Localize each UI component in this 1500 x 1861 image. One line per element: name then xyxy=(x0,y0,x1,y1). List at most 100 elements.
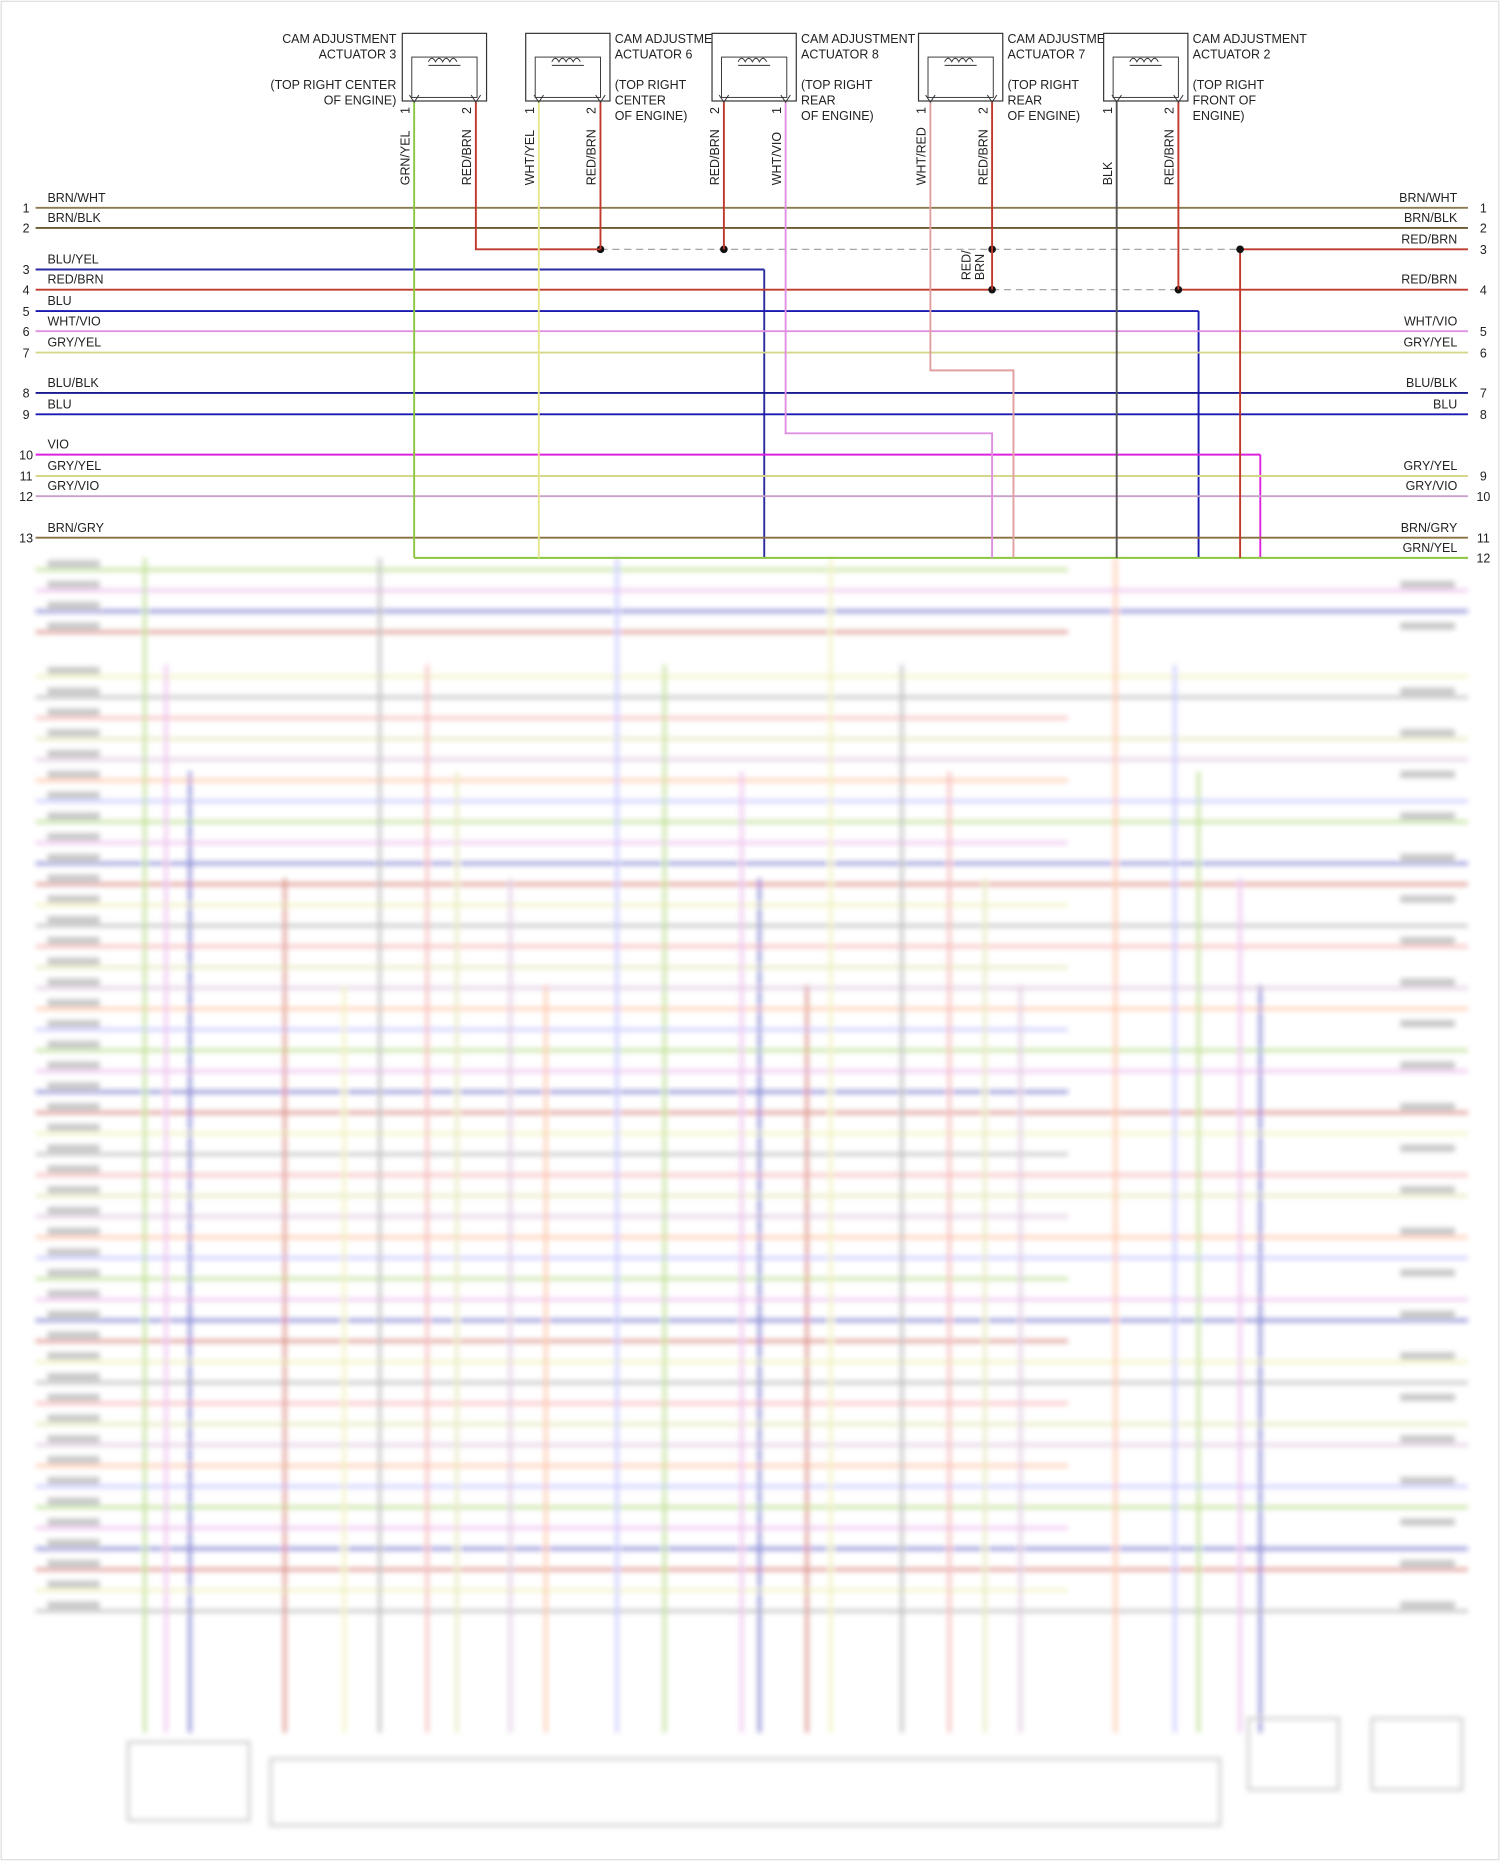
actuator-body xyxy=(534,56,601,98)
blurred-label xyxy=(47,812,100,820)
wire-label: BLU xyxy=(47,397,71,411)
actuator-box xyxy=(401,32,488,102)
wire-number: 2 xyxy=(23,222,30,236)
actuator-title: ACTUATOR 6 xyxy=(615,47,693,61)
blurred-label xyxy=(47,1248,100,1256)
actuator-body xyxy=(1112,56,1179,98)
wire-label: BLU xyxy=(1433,397,1457,411)
pin-terminal xyxy=(1111,94,1122,104)
readable-section: 1 BRN/WHT 2 BRN/BLK 3 BLU/YEL 4 RED/BRN 5 BLU 6 WHT… xyxy=(19,32,1490,566)
blurred-label xyxy=(47,1227,100,1235)
pin-terminal xyxy=(780,94,791,104)
wire-number: 11 xyxy=(20,470,33,484)
blurred-label xyxy=(1400,581,1455,589)
actuator-title: CAM ADJUSTMENT xyxy=(1008,32,1123,46)
pin-wire-label: RED/BRN xyxy=(460,129,474,185)
actuator-body xyxy=(927,56,994,98)
blurred-label xyxy=(47,1373,100,1381)
actuator-title: CAM ADJUSTMENT xyxy=(801,32,916,46)
blurred-label xyxy=(47,978,100,986)
wire-label: BLU/YEL xyxy=(47,253,98,267)
blurred-label xyxy=(47,853,100,862)
blurred-label xyxy=(1400,1061,1455,1069)
blurred-label xyxy=(47,833,100,841)
blurred-label xyxy=(47,1393,100,1402)
actuator-title: ACTUATOR 2 xyxy=(1193,47,1271,61)
blurred-label xyxy=(1400,978,1455,986)
blurred-label xyxy=(47,1165,100,1173)
actuator-location: (TOP RIGHT xyxy=(801,78,873,92)
wire-number: 7 xyxy=(1480,387,1487,401)
blurred-label xyxy=(47,622,100,630)
blurred-label xyxy=(1400,1103,1455,1111)
wire-label: VIO xyxy=(47,438,69,452)
actuator-title: ACTUATOR 7 xyxy=(1008,47,1086,61)
wire-label: GRN/YEL xyxy=(1403,541,1458,555)
wire-label: BRN/GRY xyxy=(47,521,104,535)
blurred-label xyxy=(1400,1560,1455,1568)
blurred-label xyxy=(47,1269,100,1277)
blurred-connector xyxy=(1247,1717,1340,1791)
blurred-label xyxy=(47,916,100,924)
pin-wire-label: RED/BRN xyxy=(708,129,722,185)
pin-number: 1 xyxy=(915,107,929,114)
actuator-location: OF ENGINE) xyxy=(1008,109,1081,123)
wire-label: BRN/BLK xyxy=(47,211,101,225)
wire-label: BLU/BLK xyxy=(47,376,99,390)
wire-label: BLU/BLK xyxy=(1406,376,1458,390)
wire-label: WHT/VIO xyxy=(47,314,101,328)
splice-label: BRN xyxy=(973,254,987,280)
pin-wire-label: WHT/YEL xyxy=(523,130,537,185)
actuator-location: OF ENGINE) xyxy=(615,109,688,123)
pin-terminal xyxy=(986,94,998,104)
blurred-label xyxy=(47,750,100,758)
blurred-label xyxy=(47,1580,100,1588)
blurred-label xyxy=(1400,1518,1455,1526)
wire-label: GRY/YEL xyxy=(47,336,101,350)
pin-terminal xyxy=(925,94,936,104)
blurred-label xyxy=(47,1601,100,1609)
blurred-label xyxy=(47,1331,100,1339)
blurred-label xyxy=(1400,1393,1455,1402)
blurred-label xyxy=(1400,1310,1455,1318)
actuator-location: (TOP RIGHT xyxy=(615,78,687,92)
pin-terminal xyxy=(533,94,544,104)
blurred-label xyxy=(1400,1269,1455,1277)
blurred-label xyxy=(47,1518,100,1526)
blurred-label xyxy=(47,601,100,609)
wire-number: 4 xyxy=(23,283,30,297)
actuator-location: ENGINE) xyxy=(1193,109,1245,123)
blurred-label xyxy=(1400,687,1455,695)
actuator-title: CAM ADJUSTMENT xyxy=(1193,32,1308,46)
wire-number: 6 xyxy=(1480,346,1487,360)
blurred-label xyxy=(1400,937,1455,945)
blurred-label xyxy=(1400,1352,1455,1360)
blurred-label xyxy=(47,1290,100,1298)
wire-label: GRY/VIO xyxy=(1406,479,1458,493)
pin-number: 1 xyxy=(398,107,412,114)
blurred-label xyxy=(1400,1144,1455,1152)
wire-label: WHT/VIO xyxy=(1404,314,1458,328)
blurred-label xyxy=(1400,1476,1455,1485)
wire-number: 11 xyxy=(1477,531,1490,545)
wire-number: 1 xyxy=(1480,202,1487,216)
blurred-label xyxy=(47,791,100,799)
wire-number: 5 xyxy=(1480,325,1487,339)
blurred-connector xyxy=(126,1741,251,1822)
splice-label: RED/ xyxy=(960,250,974,280)
wire-number: 9 xyxy=(23,408,30,422)
wire-number: 7 xyxy=(23,346,30,360)
actuator-box xyxy=(711,32,797,102)
blurred-label xyxy=(1400,895,1455,903)
pin-wire-label: RED/BRN xyxy=(1163,129,1177,185)
wire xyxy=(929,102,1015,558)
actuator-location: CENTER xyxy=(615,94,666,108)
pin-wire-label: RED/BRN xyxy=(976,129,990,185)
blurred-label xyxy=(47,1103,100,1111)
blurred-connector xyxy=(269,1757,1222,1827)
actuator-body xyxy=(411,56,478,98)
actuator-location: (TOP RIGHT xyxy=(1193,78,1265,92)
wire-number: 12 xyxy=(1476,552,1490,566)
coil-symbol xyxy=(427,57,461,66)
